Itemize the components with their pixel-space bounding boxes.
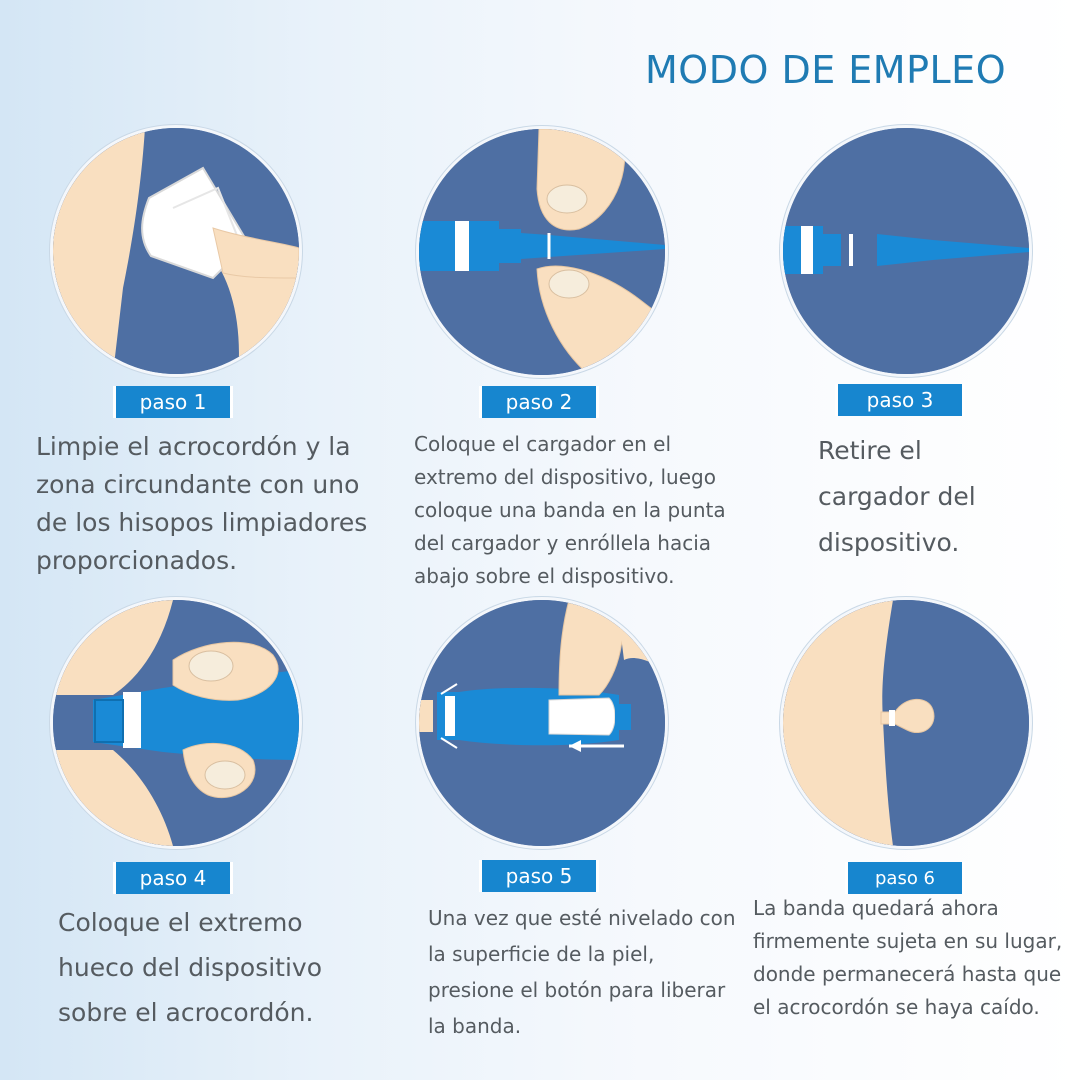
step-2-description: Coloque el cargador en el extremo del di…: [414, 432, 726, 588]
step-4-illustration: [50, 597, 302, 849]
step-2-illustration: [416, 126, 668, 378]
step-2-badge: paso 2: [479, 386, 599, 418]
step-6-badge: paso 6: [845, 862, 965, 894]
step-6-description: La banda quedará ahora firmemente sujeta…: [753, 896, 1063, 1019]
step-5-illustration: [416, 597, 668, 849]
step-4-badge: paso 4: [113, 862, 233, 894]
page-title: MODO DE EMPLEO: [645, 48, 1007, 92]
step-5-description: Una vez que esté nivelado con la superfi…: [428, 906, 736, 1038]
step-3-description: Retire el cargador del dispositivo.: [818, 436, 976, 557]
step-4-description: Coloque el extremo hueco del dispositivo…: [58, 908, 323, 1027]
step-3-illustration: [780, 125, 1032, 377]
step-3-badge: paso 3: [835, 384, 965, 416]
step-6-illustration: [780, 597, 1032, 849]
step-1-description: Limpie el acrocordón y la zona circundan…: [36, 432, 368, 575]
step-5-badge: paso 5: [479, 860, 599, 892]
step-1-illustration: [50, 125, 302, 377]
step-1-badge: paso 1: [113, 386, 233, 418]
